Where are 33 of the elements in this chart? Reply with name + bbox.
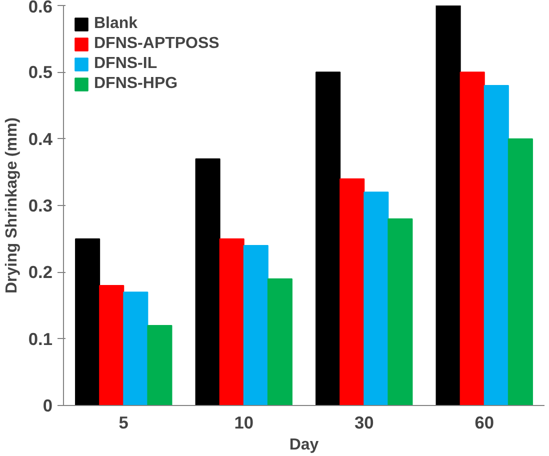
bar	[243, 245, 268, 406]
bar	[219, 238, 244, 406]
legend-label: DFNS-HPG	[94, 75, 178, 93]
bar	[388, 218, 413, 406]
legend-label: DFNS-APTPOSS	[94, 35, 220, 53]
legend-label: DFNS-IL	[94, 55, 158, 73]
x-axis-title: Day	[289, 436, 319, 454]
bar	[195, 158, 220, 406]
bar	[316, 72, 341, 406]
y-tick-label: 0.3	[28, 196, 53, 216]
bar	[267, 278, 292, 406]
bar	[75, 238, 100, 406]
y-tick-label: 0.5	[28, 62, 53, 82]
legend-label: Blank	[94, 15, 138, 33]
bar	[460, 72, 485, 406]
bar	[484, 85, 509, 406]
y-tick-label: 0.1	[28, 328, 53, 349]
x-tick-label: 5	[118, 412, 129, 432]
x-tick-label: 30	[354, 412, 374, 432]
bar	[99, 285, 124, 406]
bar	[364, 192, 389, 406]
x-tick-label: 60	[474, 412, 494, 432]
y-axis-title: Drying Shrinkage (mm)	[3, 117, 20, 294]
y-tick-label: 0.4	[28, 128, 53, 149]
bar	[147, 325, 172, 406]
bar	[508, 138, 533, 406]
y-tick-label: 0.6	[28, 0, 53, 16]
y-tick-label: 0.2	[28, 262, 53, 282]
bar	[123, 292, 148, 406]
y-tick-label: 0	[42, 396, 53, 416]
bar	[340, 178, 365, 406]
x-tick-label: 10	[234, 412, 254, 432]
bar	[436, 6, 461, 406]
